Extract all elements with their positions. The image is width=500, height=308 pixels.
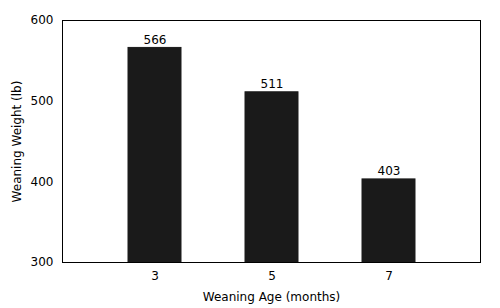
svg-text:600: 600 [31,13,54,27]
svg-text:3: 3 [151,269,159,283]
svg-text:566: 566 [144,33,167,47]
svg-text:511: 511 [261,77,284,91]
svg-text:403: 403 [378,164,401,178]
svg-text:7: 7 [385,269,393,283]
svg-text:400: 400 [31,175,54,189]
svg-text:5: 5 [268,269,276,283]
svg-text:Weaning Age (months): Weaning Age (months) [203,290,340,304]
svg-text:Weaning Weight (lb): Weaning Weight (lb) [10,81,24,203]
svg-text:300: 300 [31,255,54,269]
svg-text:500: 500 [31,94,54,108]
